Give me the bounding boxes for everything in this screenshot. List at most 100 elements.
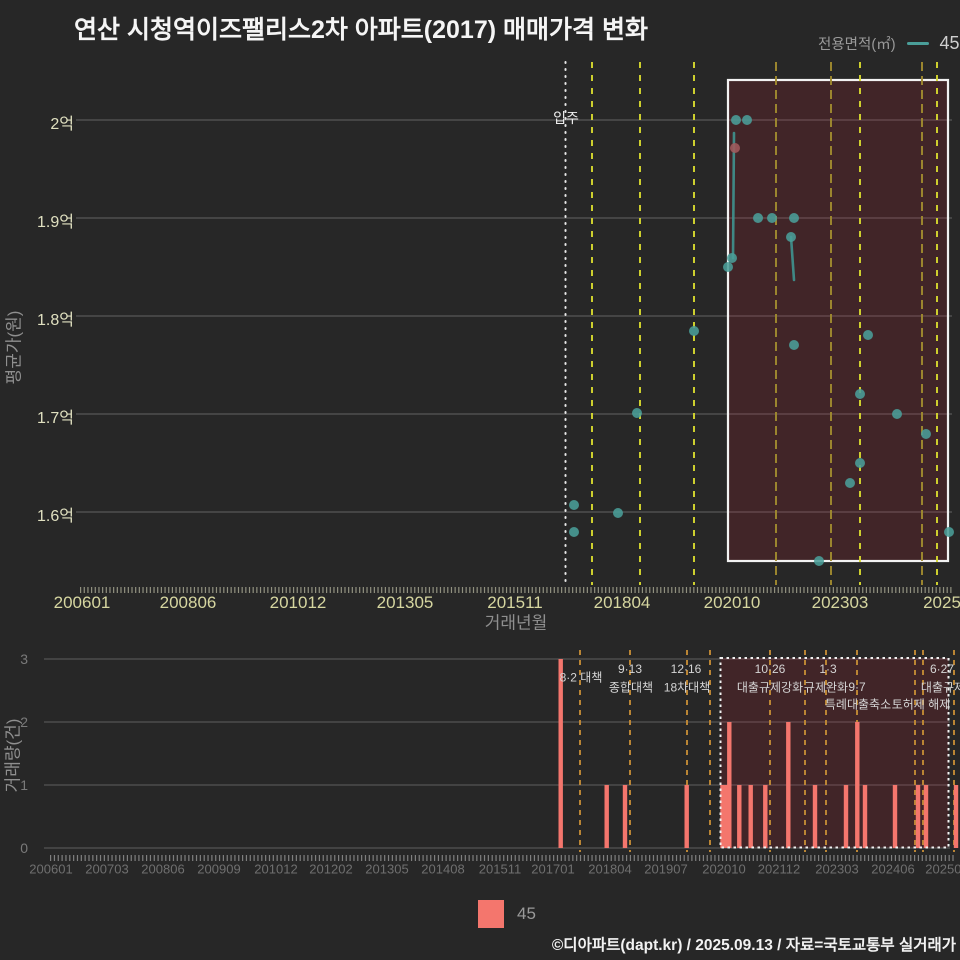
data-point[interactable]: [730, 143, 740, 153]
volume-bar[interactable]: [622, 785, 628, 848]
month-tick: [733, 587, 735, 593]
volume-bar[interactable]: [862, 785, 868, 848]
month-tick: [755, 587, 757, 593]
month-tick: [920, 587, 923, 593]
month-tick: [503, 855, 505, 861]
month-tick: [270, 587, 273, 593]
month-tick: [96, 855, 98, 861]
month-tick: [276, 855, 278, 861]
month-tick: [616, 587, 618, 593]
month-tick: [856, 855, 858, 861]
month-tick: [711, 587, 713, 593]
month-tick: [428, 587, 431, 593]
month-tick: [80, 855, 82, 861]
data-point[interactable]: [742, 115, 752, 125]
month-tick: [760, 855, 762, 861]
volume-bar[interactable]: [855, 722, 860, 848]
data-point[interactable]: [944, 527, 954, 537]
data-point[interactable]: [632, 408, 642, 418]
month-tick: [557, 587, 559, 593]
volume-bar[interactable]: [915, 785, 921, 848]
volume-bar[interactable]: [558, 659, 563, 848]
policy-annotation: 1·3: [819, 662, 837, 676]
month-tick: [381, 587, 383, 593]
month-tick: [487, 587, 489, 593]
volume-bar[interactable]: [812, 785, 818, 848]
month-tick: [107, 855, 109, 861]
month-tick: [522, 855, 524, 861]
volume-bar[interactable]: [892, 785, 898, 848]
data-point[interactable]: [921, 429, 931, 439]
volume-bar[interactable]: [727, 722, 732, 848]
data-point[interactable]: [569, 500, 579, 510]
data-point[interactable]: [845, 478, 855, 488]
x-axis-tick-label: 202010: [702, 861, 746, 877]
data-point[interactable]: [767, 213, 777, 223]
volume-bar[interactable]: [723, 785, 729, 848]
month-tick: [539, 587, 541, 593]
month-tick: [257, 855, 259, 861]
data-point[interactable]: [753, 213, 763, 223]
data-point[interactable]: [863, 330, 873, 340]
month-tick: [370, 587, 372, 593]
month-tick: [83, 587, 85, 593]
month-tick: [230, 587, 232, 593]
month-tick: [906, 587, 908, 593]
volume-bar[interactable]: [604, 785, 609, 848]
x-axis-tick-label: 201202: [309, 861, 353, 877]
data-point[interactable]: [613, 508, 623, 518]
month-tick: [417, 587, 420, 593]
data-point[interactable]: [727, 253, 737, 263]
month-tick: [638, 587, 640, 593]
month-tick: [821, 587, 823, 593]
data-point[interactable]: [786, 232, 796, 242]
data-point[interactable]: [855, 389, 865, 399]
data-point[interactable]: [789, 340, 799, 350]
month-tick: [345, 855, 347, 861]
volume-bar[interactable]: [953, 785, 959, 848]
month-tick: [175, 587, 177, 593]
month-tick: [564, 855, 566, 861]
volume-bar[interactable]: [737, 785, 742, 848]
data-point[interactable]: [892, 409, 902, 419]
month-tick: [832, 587, 834, 593]
month-tick: [869, 587, 871, 593]
month-tick: [572, 855, 574, 861]
data-point[interactable]: [789, 213, 799, 223]
volume-bar[interactable]: [720, 785, 725, 848]
month-tick: [514, 855, 516, 861]
data-point[interactable]: [569, 527, 579, 537]
month-tick: [223, 587, 225, 593]
volume-bar[interactable]: [786, 722, 791, 848]
x-axis-title: 거래년월: [484, 613, 548, 633]
data-point[interactable]: [814, 556, 824, 566]
month-tick: [334, 855, 336, 861]
month-tick: [219, 587, 221, 593]
volume-bar[interactable]: [684, 785, 689, 848]
month-tick: [391, 855, 393, 861]
month-tick: [153, 855, 155, 861]
month-tick: [403, 587, 405, 593]
data-point[interactable]: [689, 326, 699, 336]
month-tick: [940, 855, 943, 861]
month-tick: [879, 855, 881, 861]
month-tick: [756, 855, 758, 861]
volume-bar[interactable]: [843, 785, 849, 848]
data-point[interactable]: [723, 262, 733, 272]
volume-bar[interactable]: [748, 785, 753, 848]
month-tick: [537, 855, 539, 861]
month-tick: [715, 587, 717, 593]
volume-bar[interactable]: [923, 785, 929, 848]
data-point[interactable]: [731, 115, 741, 125]
data-point[interactable]: [855, 458, 865, 468]
month-tick: [425, 587, 427, 593]
month-tick: [764, 855, 766, 861]
policy-annotation: 대출규제강화: [736, 680, 804, 695]
month-tick: [171, 587, 173, 593]
month-tick: [833, 855, 835, 861]
volume-bar[interactable]: [763, 785, 768, 848]
month-tick: [649, 587, 651, 593]
month-tick: [891, 587, 893, 593]
